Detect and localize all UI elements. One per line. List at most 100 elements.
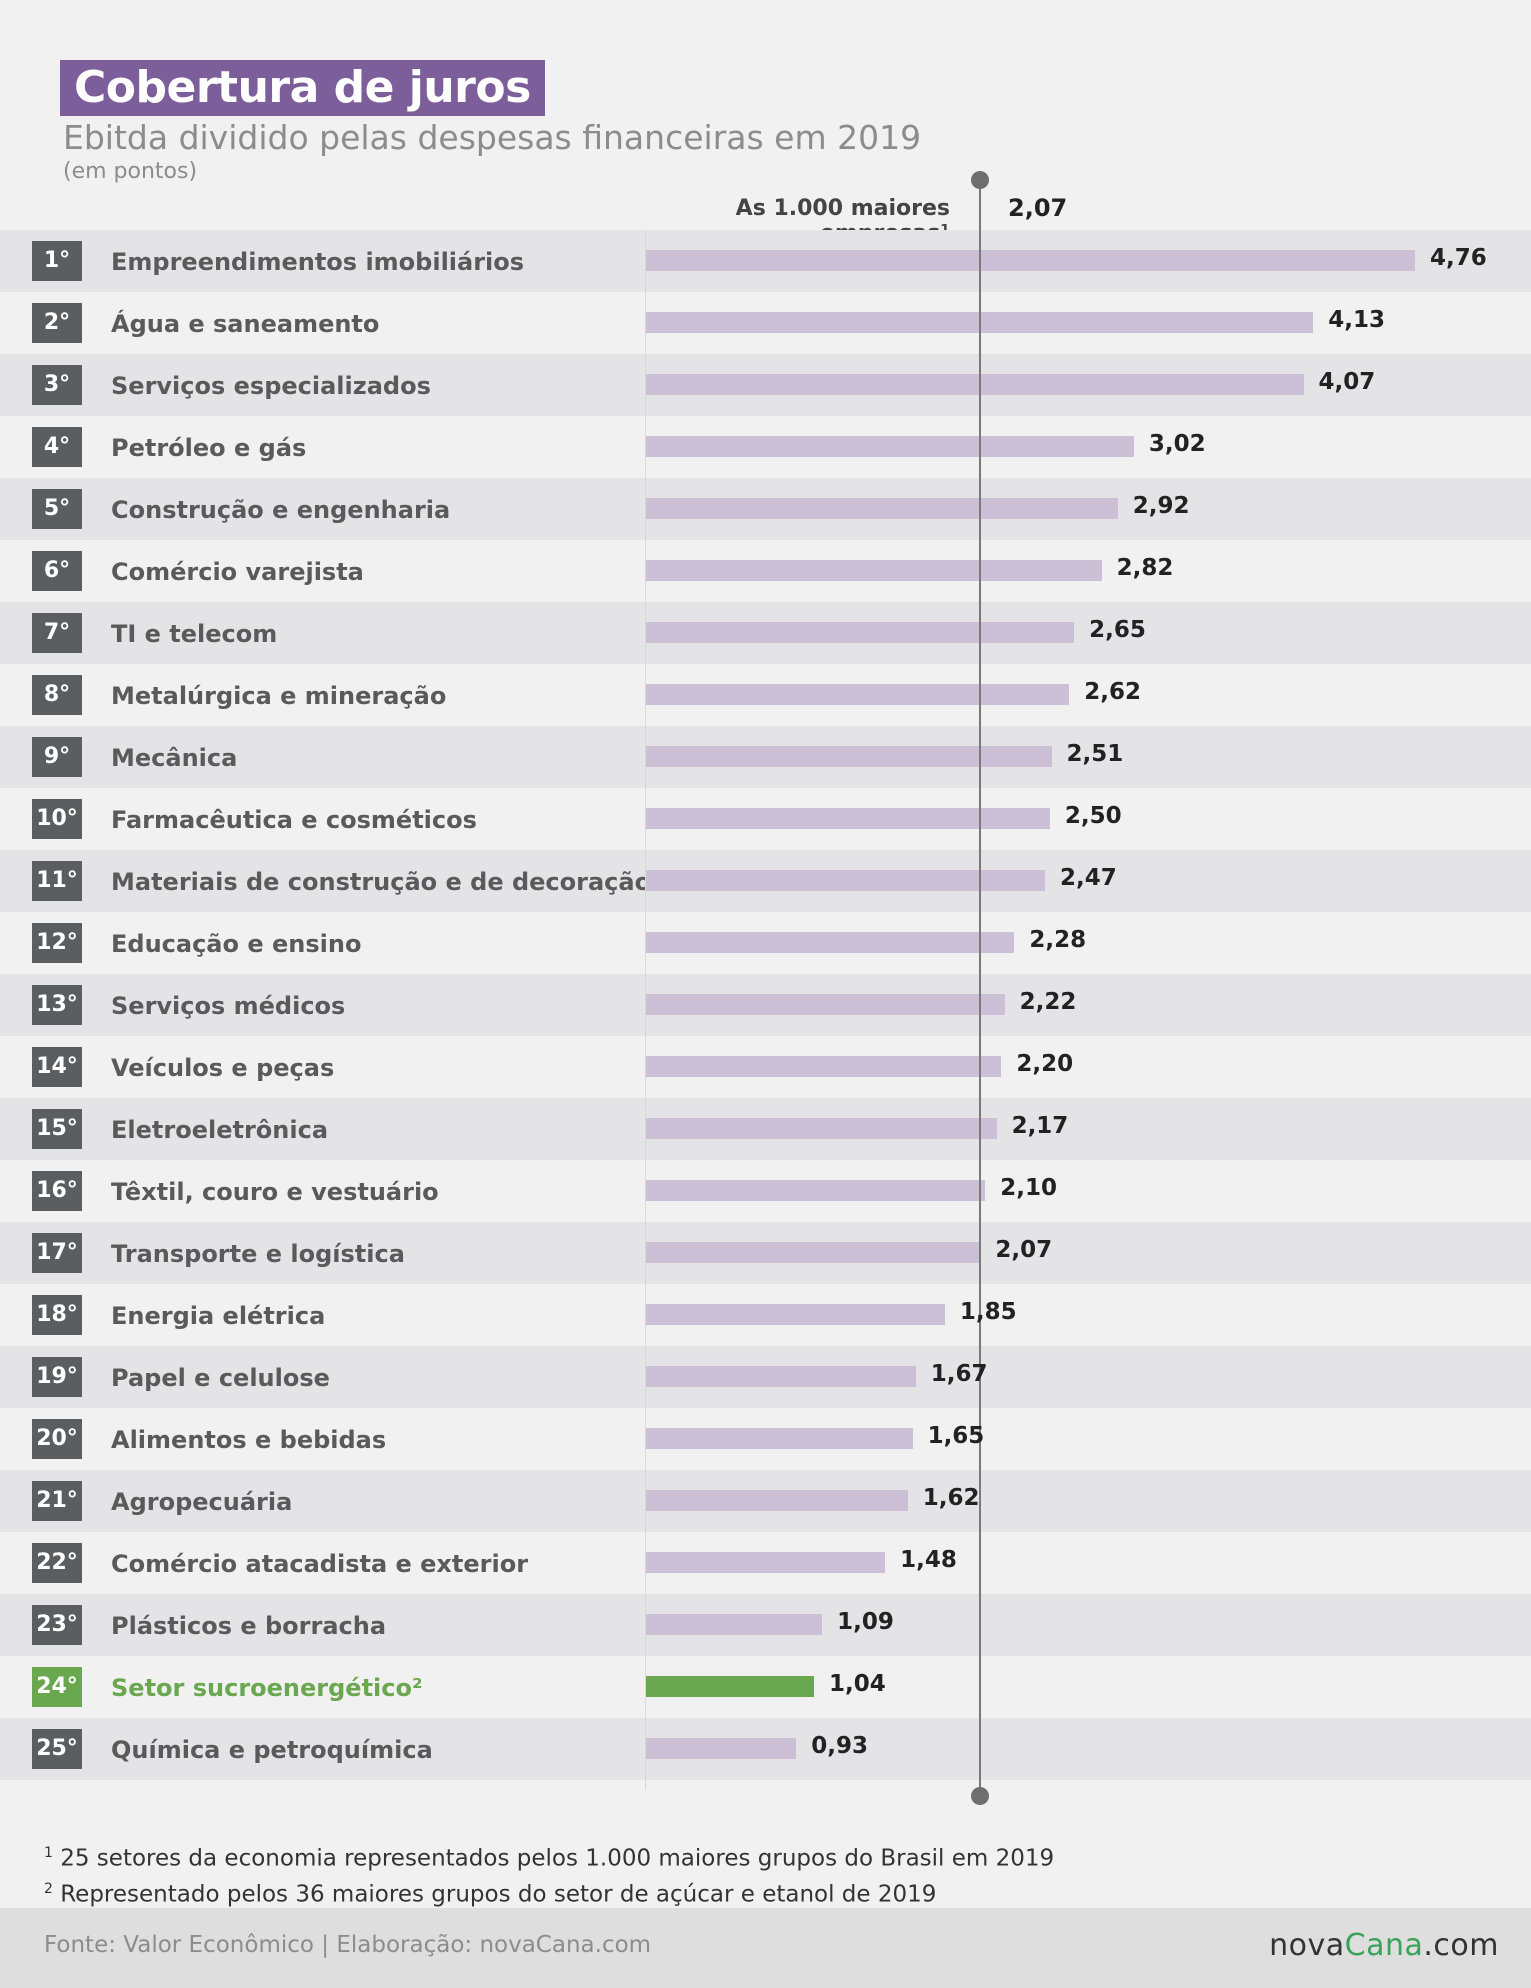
category-label: Têxtil, couro e vestuário <box>111 1178 439 1206</box>
reference-line <box>979 180 982 1796</box>
bar <box>646 498 1118 519</box>
bar <box>646 436 1134 457</box>
brand-main: nova <box>1269 1928 1345 1963</box>
bar-row: 24° Setor sucroenergético² 1,04 <box>0 1656 1531 1718</box>
category-label: Papel e celulose <box>111 1364 330 1392</box>
bar-chart: 1° Empreendimentos imobiliários 4,76 2° Água… <box>0 230 1531 1780</box>
value-label: 2,92 <box>1132 493 1190 519</box>
rank-badge: 1° <box>32 241 82 281</box>
bar <box>646 1428 913 1449</box>
chart-subtitle: Ebitda dividido pelas despesas financeir… <box>63 118 922 157</box>
reference-value: 2,07 <box>1008 194 1068 222</box>
brand-accent: Cana <box>1344 1928 1424 1963</box>
rank-badge: 16° <box>32 1171 82 1211</box>
bar <box>646 1118 997 1139</box>
value-label: 0,93 <box>811 1733 868 1759</box>
footnote-2-text: Representado pelos 36 maiores grupos do … <box>60 1881 937 1908</box>
bar <box>646 932 1015 953</box>
bar-row: 16° Têxtil, couro e vestuário 2,10 <box>0 1160 1531 1222</box>
bar <box>646 560 1102 581</box>
category-label: Comércio varejista <box>111 558 364 586</box>
bar <box>646 1676 815 1697</box>
value-label: 2,22 <box>1019 989 1077 1015</box>
rank-badge: 5° <box>32 489 82 529</box>
rank-badge: 18° <box>32 1295 82 1335</box>
value-label: 1,09 <box>837 1609 894 1635</box>
category-label: Educação e ensino <box>111 930 362 958</box>
bar <box>646 1738 797 1759</box>
category-label: Veículos e peças <box>111 1054 335 1082</box>
bar <box>646 870 1046 891</box>
value-label: 1,85 <box>959 1299 1017 1325</box>
bar <box>646 1614 823 1635</box>
bar-row: 22° Comércio atacadista e exterior 1,48 <box>0 1532 1531 1594</box>
category-label: Construção e engenharia <box>111 496 451 524</box>
bar-row: 9° Mecânica 2,51 <box>0 726 1531 788</box>
rank-badge: 11° <box>32 861 82 901</box>
footnotes: 1 25 setores da economia representados p… <box>44 1838 1054 1909</box>
rank-badge: 4° <box>32 427 82 467</box>
category-label: Água e saneamento <box>111 310 380 338</box>
bar-row: 7° TI e telecom 2,65 <box>0 602 1531 664</box>
footnote-2-mark: 2 <box>44 1880 53 1897</box>
bar <box>646 808 1050 829</box>
rank-badge: 23° <box>32 1605 82 1645</box>
value-label: 2,82 <box>1116 555 1174 581</box>
bar <box>646 1490 908 1511</box>
bar <box>646 374 1304 395</box>
rank-badge: 19° <box>32 1357 82 1397</box>
bar <box>646 1366 916 1387</box>
bar-row: 3° Serviços especializados 4,07 <box>0 354 1531 416</box>
category-label: Metalúrgica e mineração <box>111 682 447 710</box>
bar <box>646 994 1005 1015</box>
bar-row: 13° Serviços médicos 2,22 <box>0 974 1531 1036</box>
footer: Fonte: Valor Econômico | Elaboração: nov… <box>0 1908 1531 1988</box>
category-label: Setor sucroenergético² <box>111 1674 423 1702</box>
value-label: 2,07 <box>995 1237 1053 1263</box>
bar-row: 21° Agropecuária 1,62 <box>0 1470 1531 1532</box>
bar-row: 8° Metalúrgica e mineração 2,62 <box>0 664 1531 726</box>
value-label: 1,04 <box>829 1671 886 1697</box>
footnote-1: 1 25 setores da economia representados p… <box>44 1838 1054 1874</box>
rank-badge: 7° <box>32 613 82 653</box>
bar <box>646 1056 1002 1077</box>
reference-line-top-dot <box>971 171 990 189</box>
category-label: Transporte e logística <box>111 1240 405 1268</box>
bar <box>646 1180 986 1201</box>
category-label: Empreendimentos imobiliários <box>111 248 525 276</box>
bar-row: 18° Energia elétrica 1,85 <box>0 1284 1531 1346</box>
category-label: Farmacêutica e cosméticos <box>111 806 477 834</box>
value-label: 1,62 <box>922 1485 980 1511</box>
rank-badge: 3° <box>32 365 82 405</box>
value-label: 2,50 <box>1064 803 1122 829</box>
bar-row: 14° Veículos e peças 2,20 <box>0 1036 1531 1098</box>
category-label: Petróleo e gás <box>111 434 307 462</box>
rank-badge: 14° <box>32 1047 82 1087</box>
value-label: 4,07 <box>1318 369 1376 395</box>
bar <box>646 1242 981 1263</box>
rank-badge: 10° <box>32 799 82 839</box>
bar-row: 1° Empreendimentos imobiliários 4,76 <box>0 230 1531 292</box>
category-label: Materiais de construção e de decoração <box>111 868 652 896</box>
bar-row: 11° Materiais de construção e de decoraçã… <box>0 850 1531 912</box>
rank-badge: 21° <box>32 1481 82 1521</box>
rank-badge: 24° <box>32 1667 82 1707</box>
value-label: 1,65 <box>927 1423 985 1449</box>
category-label: Agropecuária <box>111 1488 293 1516</box>
category-label: Eletroeletrônica <box>111 1116 329 1144</box>
bar-row: 23° Plásticos e borracha 1,09 <box>0 1594 1531 1656</box>
category-label: Mecânica <box>111 744 238 772</box>
bar-row: 15° Eletroeletrônica 2,17 <box>0 1098 1531 1160</box>
value-label: 2,20 <box>1016 1051 1074 1077</box>
value-label: 1,48 <box>900 1547 957 1573</box>
value-label: 2,10 <box>1000 1175 1057 1201</box>
brand-logo: novaCana.com <box>1269 1928 1499 1963</box>
category-label: Química e petroquímica <box>111 1736 433 1764</box>
rank-badge: 8° <box>32 675 82 715</box>
rank-badge: 20° <box>32 1419 82 1459</box>
rank-badge: 25° <box>32 1729 82 1769</box>
rank-badge: 2° <box>32 303 82 343</box>
bar <box>646 1552 886 1573</box>
value-label: 2,62 <box>1084 679 1142 705</box>
value-label: 2,47 <box>1060 865 1117 891</box>
